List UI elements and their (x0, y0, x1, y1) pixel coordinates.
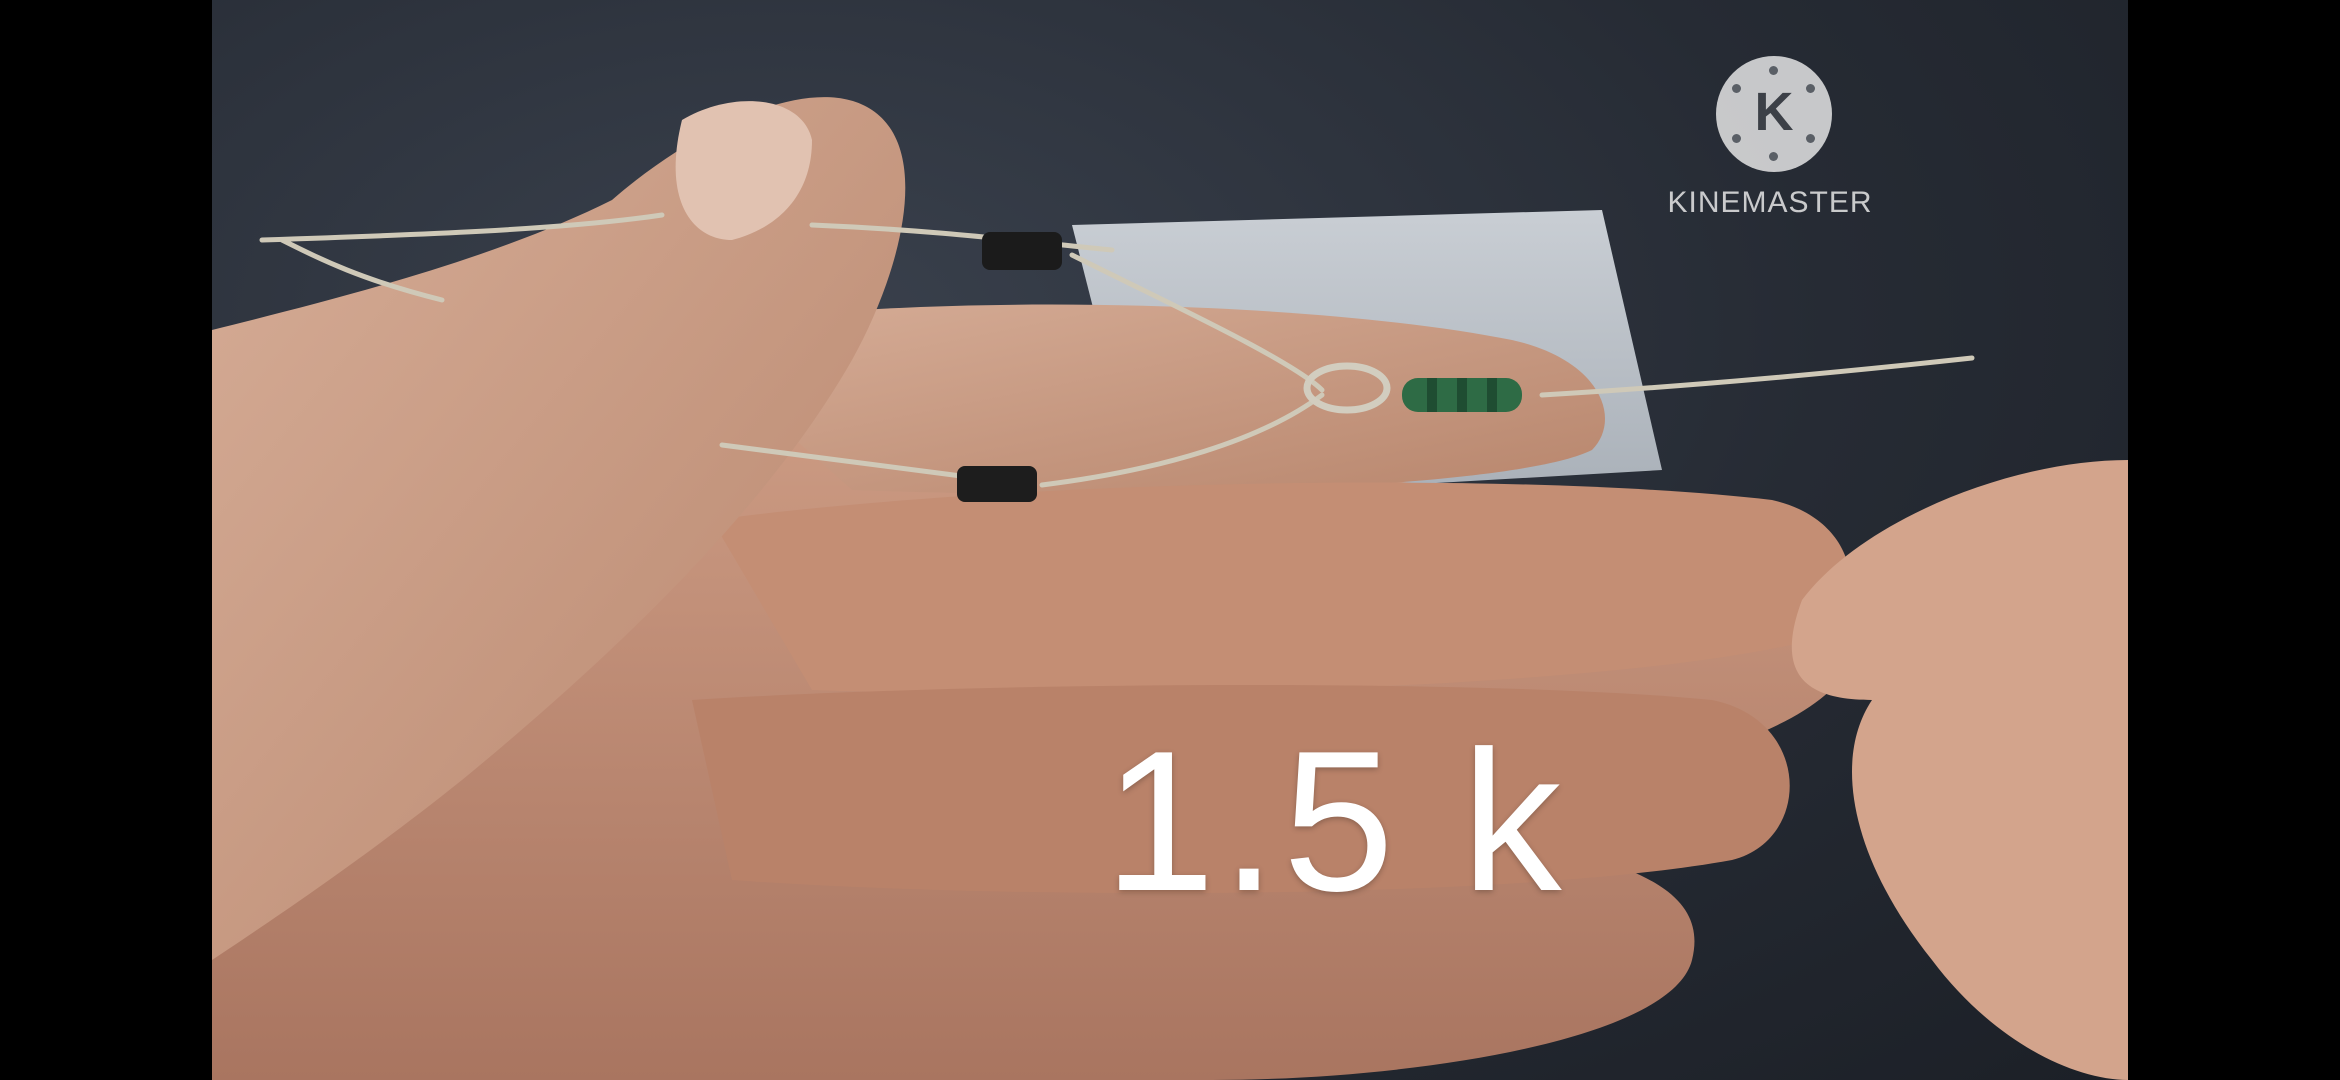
video-frame[interactable]: 1.5 k (212, 0, 2128, 1080)
diode-top (982, 232, 1062, 270)
kinemaster-logo-icon: K (1716, 56, 1832, 172)
letterbox-left (0, 0, 212, 1080)
thumb (212, 97, 906, 961)
diode-bottom (957, 466, 1037, 502)
finger-top (672, 304, 1606, 494)
thumbnail (675, 101, 812, 240)
watermark-brand: KINEMASTER (1667, 186, 1873, 219)
right-hand (1791, 460, 2128, 1080)
logo-letter: K (1754, 82, 1794, 142)
finger-middle (712, 482, 1850, 694)
letterbox-right (2128, 0, 2340, 1080)
video-caption: 1.5 k (1104, 710, 1568, 933)
finger-lower (692, 685, 1790, 894)
scene-illustration (212, 97, 2128, 1080)
kinemaster-watermark: K KINEMASTER (1660, 48, 1880, 238)
